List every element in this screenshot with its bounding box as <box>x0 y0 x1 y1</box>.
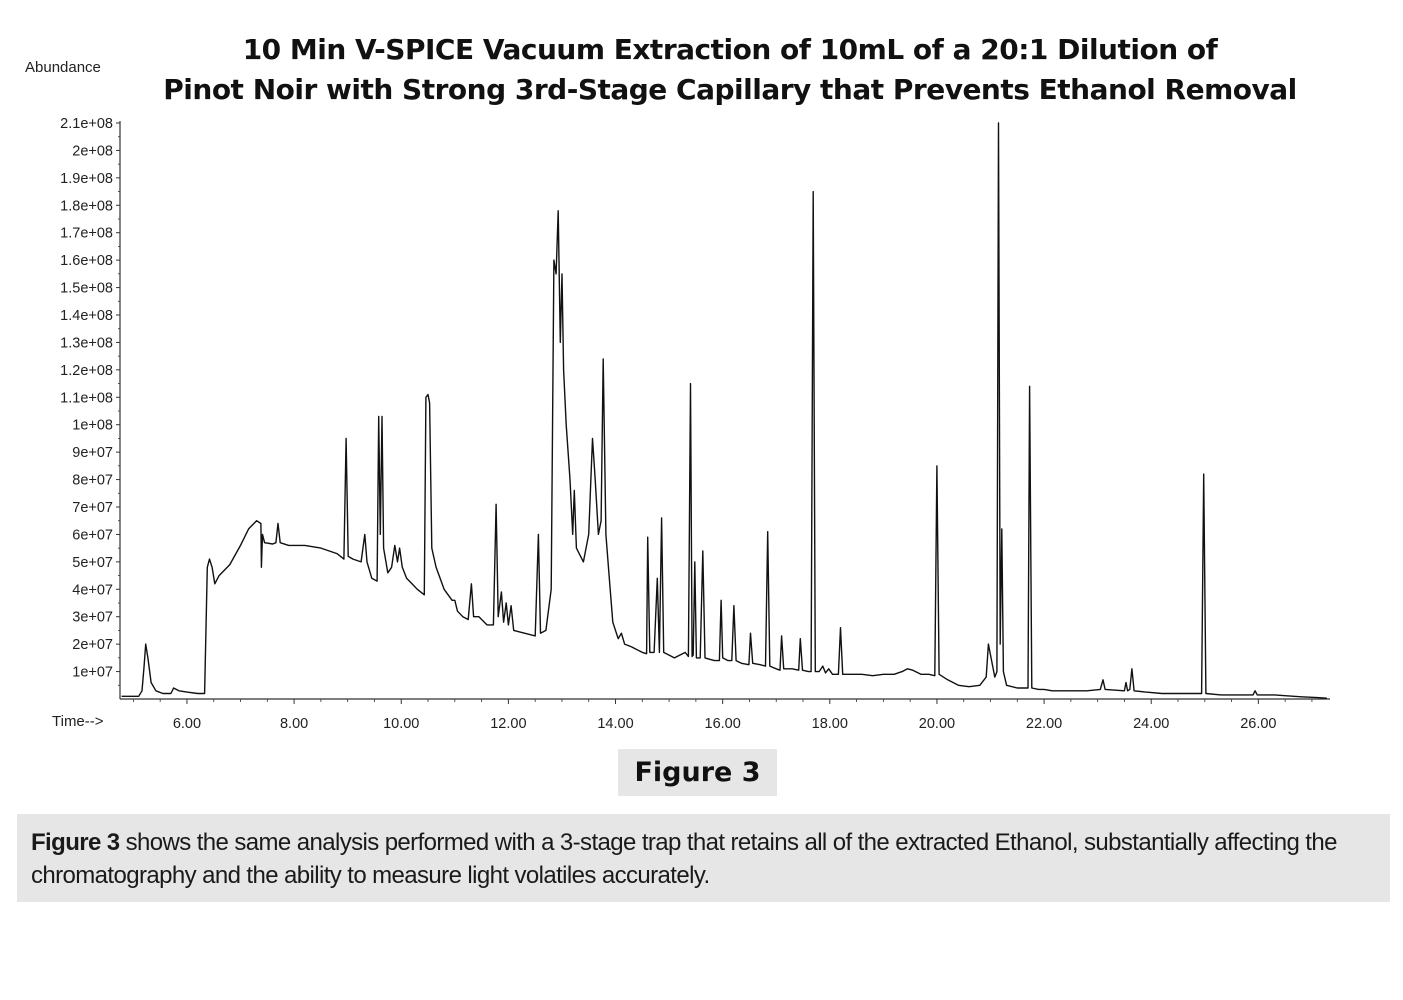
x-tick-label: 20.00 <box>919 716 955 732</box>
caption-text: shows the same analysis performed with a… <box>31 829 1337 889</box>
y-tick-label: 1.8e+08 <box>60 198 113 214</box>
x-tick-label: 24.00 <box>1133 716 1169 732</box>
y-tick-label: 4e+07 <box>72 582 113 598</box>
y-tick-label: 2e+07 <box>72 637 113 653</box>
x-tick-label: 6.00 <box>173 716 201 732</box>
series-layer <box>121 122 1327 699</box>
x-tick-label: 26.00 <box>1240 716 1276 732</box>
y-tick-label: 1.1e+08 <box>60 390 113 406</box>
x-tick-label: 8.00 <box>280 716 308 732</box>
y-tick-label: 1.4e+08 <box>60 308 113 324</box>
axis-ticks <box>116 122 1313 704</box>
y-tick-label: 7e+07 <box>72 500 113 516</box>
y-tick-label: 2e+08 <box>72 143 113 159</box>
y-tick-label: 1.7e+08 <box>60 226 113 242</box>
x-tick-label: 14.00 <box>597 716 633 732</box>
chromatogram-trace <box>121 122 1327 699</box>
y-tick-label: 1.2e+08 <box>60 363 113 379</box>
y-tick-label: 2.1e+08 <box>60 116 113 132</box>
y-tick-label: 1.5e+08 <box>60 281 113 297</box>
x-tick-label: 16.00 <box>705 716 741 732</box>
caption-lead: Figure 3 <box>31 829 120 856</box>
x-axis-label: Time--> <box>52 713 104 730</box>
y-tick-label: 6e+07 <box>72 527 113 543</box>
x-tick-label: 10.00 <box>383 716 419 732</box>
y-tick-label: 9e+07 <box>72 445 113 461</box>
chart-title-line-1: 10 Min V-SPICE Vacuum Extraction of 10mL… <box>242 33 1218 66</box>
tick-labels: 1e+07 2e+07 3e+07 4e+07 5e+07 6e+07 7e+07 8e+07… <box>60 116 1276 732</box>
y-axis-label: Abundance <box>25 59 101 76</box>
x-tick-label: 18.00 <box>812 716 848 732</box>
x-tick-label: 22.00 <box>1026 716 1062 732</box>
y-tick-label: 1.3e+08 <box>60 335 113 351</box>
axes <box>119 121 1330 700</box>
y-tick-label: 1.9e+08 <box>60 171 113 187</box>
figure-label: Figure 3 <box>618 749 777 796</box>
chart-title: 10 Min V-SPICE Vacuum Extraction of 10mL… <box>120 30 1340 110</box>
chart-title-line-2: Pinot Noir with Strong 3rd-Stage Capilla… <box>163 73 1297 106</box>
y-tick-label: 1.6e+08 <box>60 253 113 269</box>
y-tick-label: 3e+07 <box>72 610 113 626</box>
figure-caption: Figure 3 shows the same analysis perform… <box>17 814 1390 902</box>
y-tick-label: 1e+08 <box>72 418 113 434</box>
chromatogram-chart: 1e+07 2e+07 3e+07 4e+07 5e+07 6e+07 7e+07 8e+07… <box>60 116 1330 732</box>
y-tick-label: 8e+07 <box>72 473 113 489</box>
y-tick-label: 5e+07 <box>72 555 113 571</box>
x-tick-label: 12.00 <box>490 716 526 732</box>
y-tick-label: 1e+07 <box>72 665 113 681</box>
